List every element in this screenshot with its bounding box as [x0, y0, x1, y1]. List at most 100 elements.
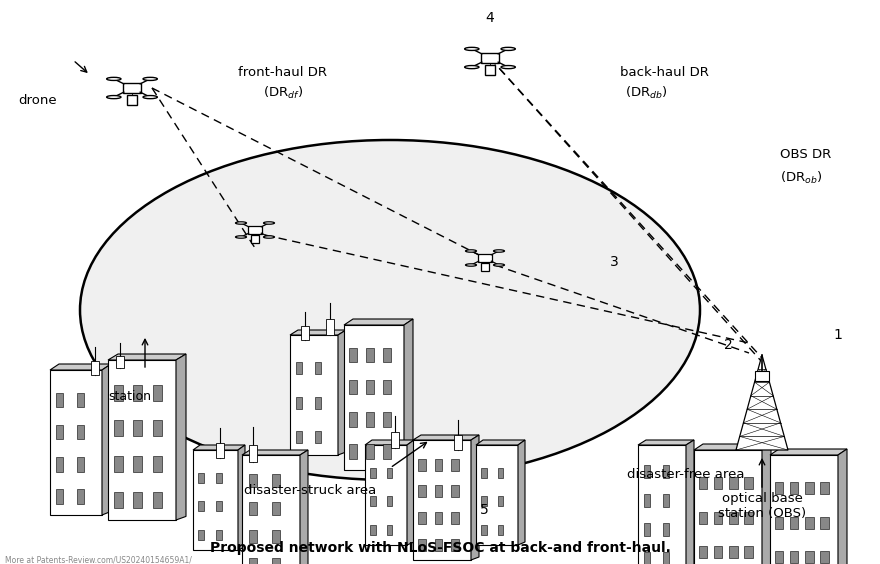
Bar [56, 489, 63, 504]
Bar [435, 539, 442, 550]
Bar [770, 455, 838, 564]
Bar [699, 512, 708, 524]
Ellipse shape [106, 77, 121, 81]
Polygon shape [290, 330, 346, 335]
Bar [694, 450, 762, 564]
Bar [114, 385, 122, 401]
Ellipse shape [263, 236, 275, 238]
Bar [663, 523, 669, 536]
Bar [296, 363, 302, 374]
Bar [729, 546, 737, 558]
Bar [77, 457, 84, 472]
Bar [249, 474, 256, 487]
Bar [249, 502, 256, 515]
Bar [744, 512, 752, 524]
Bar [699, 546, 708, 558]
Bar [744, 546, 752, 558]
Bar [451, 539, 458, 550]
Polygon shape [736, 355, 788, 450]
Bar [774, 482, 783, 495]
Bar [50, 370, 102, 515]
Bar [326, 319, 334, 335]
Bar [56, 393, 63, 407]
Ellipse shape [143, 95, 158, 99]
Bar [114, 456, 122, 472]
Text: Proposed network with NLoS-FSOC at back-and front-haul.: Proposed network with NLoS-FSOC at back-… [209, 541, 671, 555]
Bar [133, 456, 142, 472]
Bar [216, 530, 223, 540]
Bar [193, 450, 238, 550]
Bar [387, 468, 392, 478]
Text: disaster-struck area: disaster-struck area [244, 483, 376, 496]
Bar [198, 530, 204, 540]
Text: drone: drone [18, 94, 56, 107]
Text: (DR$_{db}$): (DR$_{db}$) [625, 85, 668, 101]
Bar [91, 361, 99, 375]
Text: station: station [108, 390, 151, 403]
Bar [133, 385, 142, 401]
Bar [114, 420, 122, 437]
Text: OBS DR: OBS DR [780, 148, 832, 161]
Polygon shape [193, 445, 245, 450]
Bar [451, 486, 458, 497]
Bar [366, 380, 374, 394]
Bar [272, 474, 280, 487]
Bar [663, 494, 669, 507]
Polygon shape [518, 440, 525, 545]
Bar [820, 551, 829, 563]
Text: More at Patents-Review.com/US20240154659A1/: More at Patents-Review.com/US20240154659… [5, 556, 192, 564]
Bar [413, 440, 471, 560]
Ellipse shape [465, 65, 479, 69]
Bar [714, 546, 722, 558]
Polygon shape [407, 440, 414, 545]
Bar [296, 396, 302, 409]
Polygon shape [686, 440, 694, 564]
Bar [644, 465, 650, 478]
Ellipse shape [466, 264, 476, 266]
Bar [290, 335, 338, 455]
Bar [349, 347, 357, 362]
Bar [804, 551, 814, 563]
Bar [789, 482, 798, 495]
Bar [108, 360, 176, 520]
Polygon shape [762, 444, 771, 564]
Bar [789, 551, 798, 563]
Bar [349, 380, 357, 394]
Bar [451, 459, 458, 471]
Bar [116, 355, 124, 368]
Bar [663, 465, 669, 478]
Bar [644, 523, 650, 536]
Polygon shape [838, 449, 847, 564]
Bar [384, 380, 392, 394]
Bar [478, 254, 492, 262]
Bar [714, 478, 722, 490]
Bar [349, 444, 357, 459]
Bar [296, 431, 302, 443]
Bar [755, 371, 769, 381]
Bar [272, 530, 280, 543]
Ellipse shape [106, 95, 121, 99]
Bar [435, 486, 442, 497]
Bar [481, 525, 487, 535]
Polygon shape [638, 440, 694, 445]
Bar [820, 482, 829, 495]
Bar [344, 325, 404, 470]
Text: 3: 3 [610, 255, 619, 269]
Bar [123, 83, 141, 93]
Polygon shape [50, 364, 111, 370]
Ellipse shape [143, 77, 158, 81]
Bar [315, 363, 321, 374]
Text: optical base: optical base [722, 492, 803, 505]
Bar [480, 53, 499, 63]
Bar [384, 412, 392, 426]
Polygon shape [176, 354, 186, 520]
Bar [498, 468, 503, 478]
Bar [384, 347, 392, 362]
Ellipse shape [494, 250, 504, 252]
Bar [418, 512, 426, 524]
Bar [251, 235, 259, 243]
Text: station (OBS): station (OBS) [718, 507, 806, 520]
Bar [315, 431, 321, 443]
Ellipse shape [466, 250, 476, 252]
Bar [804, 482, 814, 495]
